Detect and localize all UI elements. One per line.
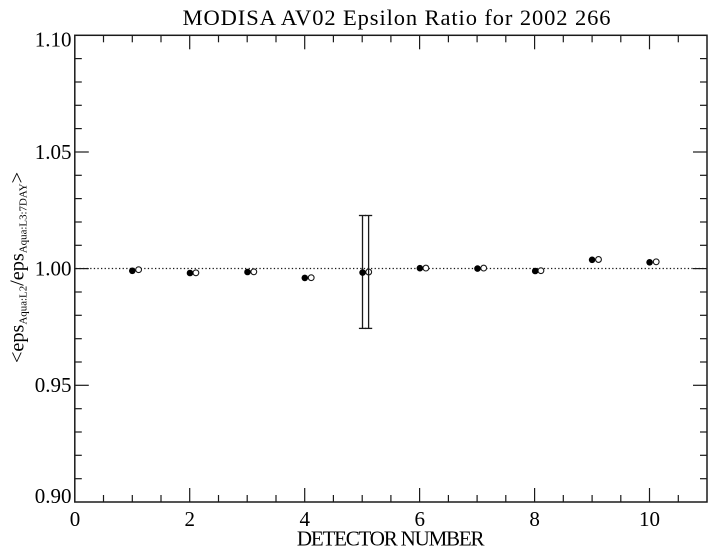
svg-text:MODISA AV02 Epsilon Ratio for: MODISA AV02 Epsilon Ratio for 2002 266 xyxy=(183,5,612,30)
svg-text:0.95: 0.95 xyxy=(35,373,72,397)
svg-text:1.05: 1.05 xyxy=(35,140,72,164)
svg-text:4: 4 xyxy=(300,507,311,531)
svg-text:8: 8 xyxy=(529,507,540,531)
svg-text:6: 6 xyxy=(414,507,425,531)
svg-text:0: 0 xyxy=(70,507,81,531)
svg-text:DETECTOR NUMBER: DETECTOR NUMBER xyxy=(297,527,485,551)
svg-text:2: 2 xyxy=(185,507,196,531)
svg-text:1.00: 1.00 xyxy=(35,257,72,281)
svg-text:0.90: 0.90 xyxy=(35,484,72,508)
svg-text:1.10: 1.10 xyxy=(35,27,72,51)
svg-text:10: 10 xyxy=(639,507,660,531)
